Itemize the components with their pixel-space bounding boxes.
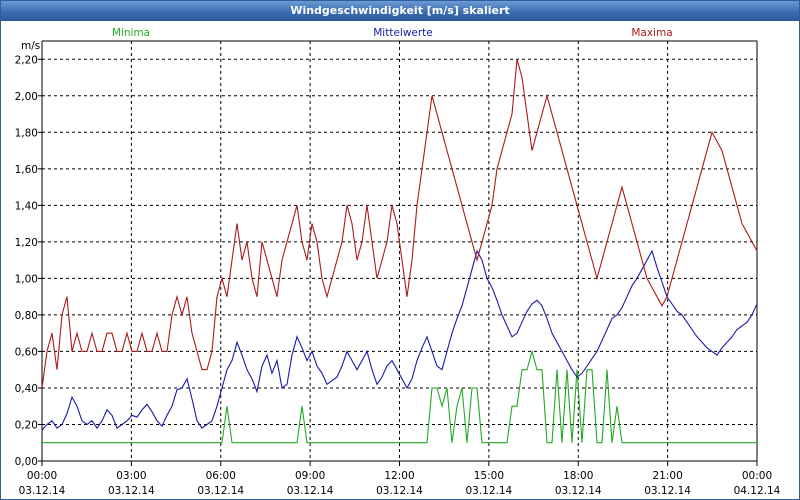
y-tick-label: 0,00 (15, 456, 38, 468)
series-line-mittelwerte (41, 249, 758, 431)
y-tick-label: 0,20 (15, 419, 38, 431)
x-tick-time: 00:00 (742, 470, 772, 482)
x-tick-date: 03.12.14 (376, 485, 423, 497)
y-axis-unit: m/s (21, 40, 40, 52)
y-tick-label: 1,40 (15, 200, 38, 212)
y-tick-label: 0,40 (15, 383, 38, 395)
x-tick-time: 06:00 (206, 470, 236, 482)
y-tick-label: 1,80 (15, 127, 38, 139)
x-tick-date: 03.12.14 (465, 485, 512, 497)
x-tick-date: 03.12.14 (287, 485, 334, 497)
series-line-minima (42, 349, 757, 444)
x-tick-date: 04.12.14 (734, 485, 781, 497)
wind-speed-chart: 0,00 0,20 0,40 0,60 0,80 1,00 1,20 1,40 1,60 1,80… (15, 27, 781, 497)
x-tick-date: 03.12.14 (197, 485, 244, 497)
x-tick-date: 03.12.14 (108, 485, 155, 497)
y-tick-label: 2,00 (15, 91, 38, 103)
x-tick-time: 15:00 (474, 470, 504, 482)
series-line-maxima (41, 59, 758, 389)
x-tick-time: 09:00 (295, 470, 325, 482)
chart-axes (38, 40, 758, 466)
chart-labels: 0,00 0,20 0,40 0,60 0,80 1,00 1,20 1,40 1,60 1,80… (15, 27, 781, 497)
x-tick-time: 21:00 (652, 470, 682, 482)
x-tick-time: 03:00 (116, 470, 146, 482)
legend-minima: Minima (112, 27, 150, 39)
y-tick-label: 1,20 (15, 237, 38, 249)
y-tick-label: 1,60 (15, 164, 38, 176)
window-title: Windgeschwindigkeit [m/s] skaliert (1, 1, 799, 21)
chart-grid (42, 41, 757, 461)
y-tick-label: 2,20 (15, 54, 38, 66)
legend-maxima: Maxima (631, 27, 672, 39)
x-tick-time: 00:00 (27, 470, 57, 482)
x-tick-date: 03.12.14 (19, 485, 66, 497)
legend-mittelwerte: Mittelwerte (373, 27, 433, 39)
x-tick-time: 18:00 (563, 470, 593, 482)
x-tick-date: 03.12.14 (555, 485, 602, 497)
x-tick-date: 03.12.14 (644, 485, 691, 497)
x-tick-time: 12:00 (384, 470, 414, 482)
y-tick-label: 0,60 (15, 346, 38, 358)
y-tick-label: 1,00 (15, 273, 38, 285)
y-tick-label: 0,80 (15, 310, 38, 322)
chart-series (41, 59, 758, 444)
